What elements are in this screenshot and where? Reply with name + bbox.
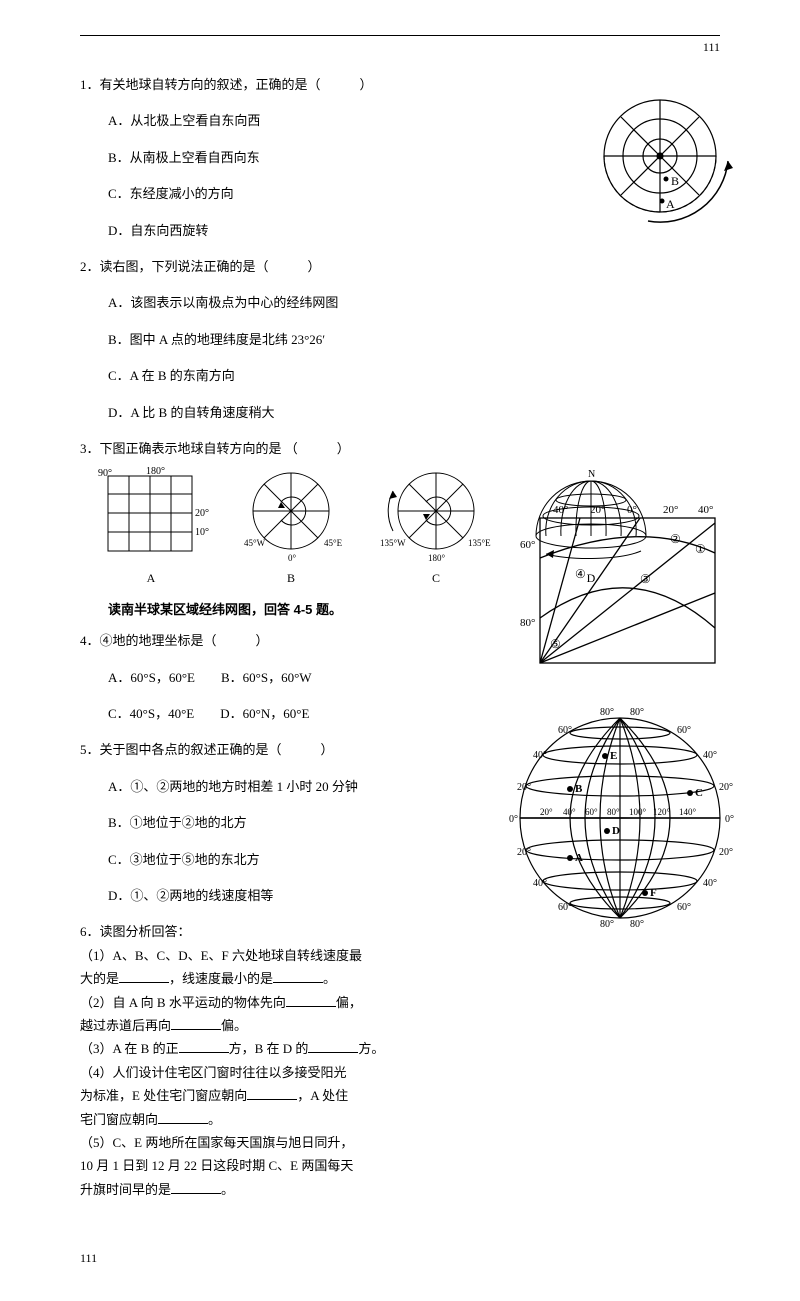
q3-diagram-a: 90° 180° 20° 10° A — [86, 466, 216, 590]
blank[interactable] — [179, 1039, 229, 1053]
svg-text:0°: 0° — [627, 504, 637, 516]
svg-text:B: B — [575, 783, 583, 795]
svg-text:20°: 20° — [195, 508, 209, 519]
svg-text:120°: 120° — [653, 807, 671, 817]
q2-opt-d: D．A 比 B 的自转角速度稍大 — [108, 401, 720, 424]
svg-text:45°W: 45°W — [244, 538, 266, 548]
svg-text:140°: 140° — [679, 807, 697, 817]
svg-text:④: ④ — [575, 567, 586, 581]
svg-text:40°: 40° — [703, 750, 717, 761]
svg-text:①: ① — [695, 542, 706, 556]
svg-text:90°: 90° — [98, 468, 112, 479]
svg-text:20°: 20° — [517, 847, 531, 858]
header-rule — [80, 35, 720, 36]
svg-text:180°: 180° — [428, 553, 446, 563]
polar-label-b: B — [671, 174, 679, 188]
svg-text:F: F — [650, 887, 657, 899]
blank[interactable] — [171, 1180, 221, 1194]
svg-text:0°: 0° — [509, 814, 518, 825]
svg-text:135°E: 135°E — [468, 538, 491, 548]
svg-text:20°: 20° — [517, 782, 531, 793]
svg-text:40°: 40° — [703, 878, 717, 889]
q3-label-a: A — [86, 568, 216, 590]
svg-text:80°: 80° — [630, 919, 644, 930]
svg-text:45°E: 45°E — [324, 538, 343, 548]
svg-text:40°: 40° — [553, 504, 568, 516]
svg-text:A: A — [575, 852, 583, 864]
svg-text:N: N — [588, 469, 595, 480]
page-number-top: 111 — [80, 40, 720, 55]
q6-p3: （3）A 在 B 的正方，B 在 D 的方。 — [80, 1037, 390, 1060]
q6-p2: （2）自 A 向 B 水平运动的物体先向偏， 越过赤道后再向偏。 — [80, 991, 390, 1038]
q3-label-b: B — [226, 568, 356, 590]
svg-text:20°: 20° — [719, 847, 733, 858]
blank[interactable] — [119, 969, 169, 983]
svg-text:20°: 20° — [663, 504, 678, 516]
svg-text:20°: 20° — [540, 807, 553, 817]
svg-text:0°: 0° — [288, 553, 297, 563]
blank[interactable] — [308, 1039, 358, 1053]
q3-stem: 3．下图正确表示地球自转方向的是 （ ） — [80, 437, 720, 460]
svg-text:40°: 40° — [533, 750, 547, 761]
blank[interactable] — [158, 1110, 208, 1124]
q6-p5: （5）C、E 两地所在国家每天国旗与旭日同升， 10 月 1 日到 12 月 2… — [80, 1131, 390, 1201]
svg-text:60°: 60° — [558, 902, 572, 913]
svg-text:10°: 10° — [195, 527, 209, 538]
svg-text:100°: 100° — [629, 807, 647, 817]
svg-text:135°W: 135°W — [380, 538, 406, 548]
svg-text:0°: 0° — [725, 814, 734, 825]
svg-text:⑤: ⑤ — [550, 637, 561, 651]
figure-45: 40° 20° 0° 20° 40° 60° 80° ① ② ③ ④ ⑤ — [520, 498, 730, 678]
svg-text:②: ② — [670, 532, 681, 546]
q2-opt-b: B．图中 A 点的地理纬度是北纬 23°26′ — [108, 328, 720, 351]
svg-text:20°: 20° — [590, 504, 605, 516]
svg-text:80°: 80° — [600, 707, 614, 718]
svg-text:C: C — [695, 787, 703, 799]
svg-text:80°: 80° — [630, 707, 644, 718]
svg-text:80°: 80° — [520, 617, 535, 629]
q2-opt-c: C．A 在 B 的东南方向 — [108, 364, 720, 387]
polar-label-a: A — [666, 197, 675, 211]
q6-p4: （4）人们设计住宅区门窗时往往以多接受阳光 为标准，E 处住宅门窗应朝向，A 处… — [80, 1061, 390, 1131]
svg-text:80°: 80° — [607, 807, 620, 817]
svg-text:40°: 40° — [563, 807, 576, 817]
svg-text:40°: 40° — [698, 504, 713, 516]
svg-text:60°: 60° — [558, 725, 572, 736]
svg-text:60°: 60° — [585, 807, 598, 817]
svg-text:60°: 60° — [677, 725, 691, 736]
page-number-bottom: 111 — [80, 1251, 720, 1266]
q2-stem: 2．读右图，下列说法正确的是（ ） — [80, 255, 720, 278]
figure-polar: B A — [580, 81, 740, 241]
q3-diagram-c: 135°W 135°E 180° C — [366, 466, 506, 590]
q3-diagram-b: 45°W 45°E 0° B — [226, 466, 356, 590]
blank[interactable] — [286, 993, 336, 1007]
content-body: B A 1．有关地球自转方向的叙述，正确的是（ ） A．从北极上空看自东向西 B… — [80, 73, 720, 1201]
svg-text:20°: 20° — [719, 782, 733, 793]
blank[interactable] — [171, 1016, 221, 1030]
blank[interactable] — [247, 1086, 297, 1100]
q6-p1: （1）A、B、C、D、E、F 六处地球自转线速度最 大的是，线速度最小的是。 — [80, 944, 390, 991]
blank[interactable] — [273, 969, 323, 983]
svg-text:180°: 180° — [146, 466, 165, 477]
svg-text:E: E — [610, 750, 617, 762]
q2-opt-a: A．该图表示以南极点为中心的经纬网图 — [108, 291, 720, 314]
svg-text:60°: 60° — [520, 539, 535, 551]
q3-label-c: C — [366, 568, 506, 590]
svg-text:40°: 40° — [533, 878, 547, 889]
figure-6-globe: 0° 0° 20° 20° 40° 40° 60° 60° 80° 80° 20° 20°… — [495, 693, 745, 943]
svg-text:80°: 80° — [600, 919, 614, 930]
svg-text:60°: 60° — [677, 902, 691, 913]
svg-text:D: D — [612, 825, 620, 837]
svg-text:③: ③ — [640, 572, 651, 586]
